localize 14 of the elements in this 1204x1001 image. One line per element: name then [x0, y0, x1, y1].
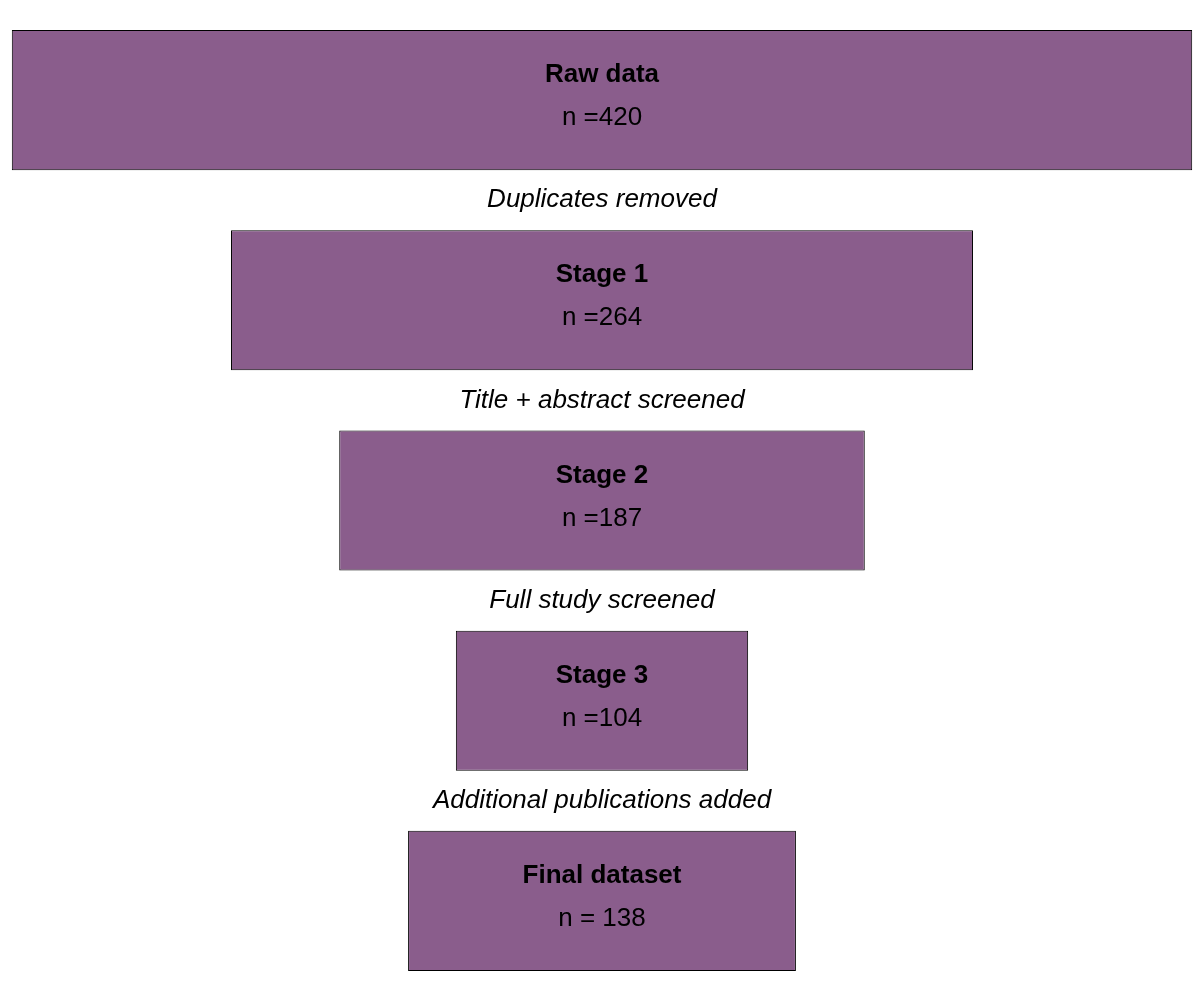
- text: Duplicates removed: [487, 183, 719, 214]
- data-label: n = 138: [558, 902, 646, 933]
- text: Title + abstract screened: [459, 383, 747, 414]
- category-label: Raw data: [544, 58, 660, 89]
- data-label: n =104: [561, 701, 643, 732]
- data-label: n =420: [561, 101, 643, 132]
- data-label: n =187: [561, 501, 643, 532]
- category-label: Final dataset: [522, 859, 682, 890]
- data-label: n =264: [561, 301, 643, 332]
- category-label: Stage 1: [555, 258, 649, 289]
- category-label: Stage 2: [555, 458, 649, 489]
- text: Full study screened: [489, 583, 717, 614]
- text: Additional publications added: [430, 784, 773, 815]
- category-label: Stage 3: [555, 658, 649, 689]
